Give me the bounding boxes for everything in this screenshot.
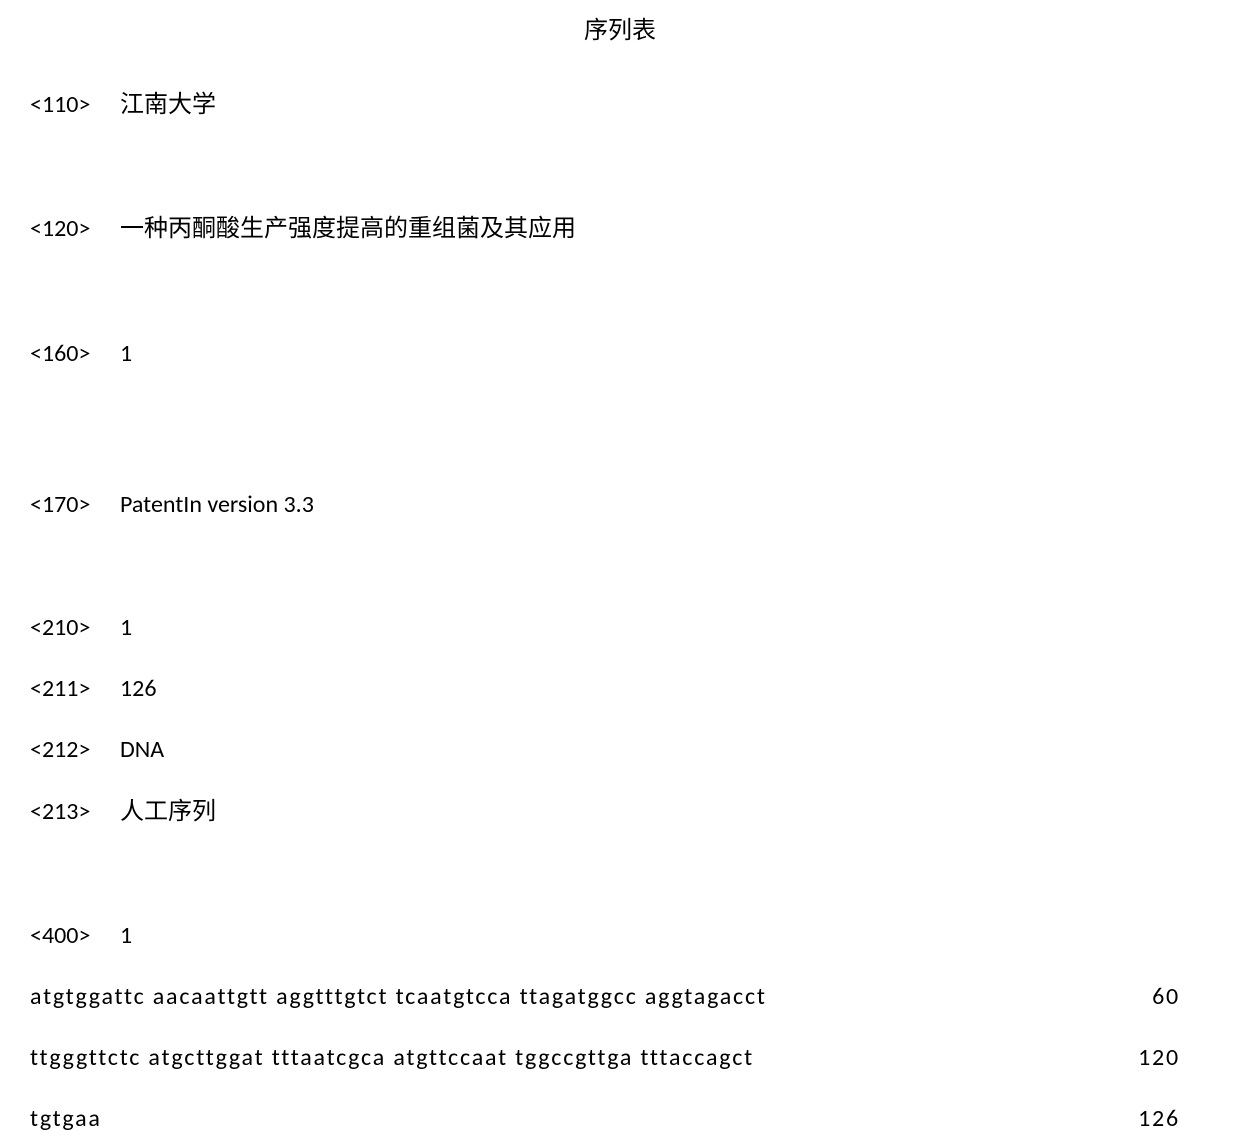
field-170: <170> PatentIn version 3.3 [30, 483, 1210, 526]
field-value: 126 [120, 667, 157, 710]
field-tag: <170> [30, 483, 120, 526]
field-400: <400> 1 [30, 914, 1210, 957]
field-212: <212> DNA [30, 728, 1210, 771]
sequence-number: 60 [1100, 975, 1180, 1018]
field-value: 1 [120, 332, 132, 375]
field-tag: <211> [30, 667, 120, 710]
field-value: DNA [120, 728, 164, 771]
sequence-row: ttgggttctc atgcttggat tttaatcgca atgttcc… [30, 1036, 1210, 1079]
sequence-row: atgtggattc aacaattgtt aggtttgtct tcaatgt… [30, 975, 1210, 1018]
sequence-text: tgtgaa [30, 1097, 1100, 1140]
sequence-number: 126 [1100, 1097, 1180, 1140]
field-213: <213> 人工序列 [30, 790, 1210, 834]
field-value: 江南大学 [120, 84, 216, 127]
field-160: <160> 1 [30, 332, 1210, 375]
field-211: <211> 126 [30, 667, 1210, 710]
field-120: <120> 一种丙酮酸生产强度提高的重组菌及其应用 [30, 207, 1210, 251]
field-tag: <400> [30, 914, 120, 957]
field-value: PatentIn version 3.3 [120, 483, 314, 526]
field-tag: <210> [30, 606, 120, 649]
field-210: <210> 1 [30, 606, 1210, 649]
field-110: <110> 江南大学 [30, 83, 1210, 127]
field-value: 1 [120, 914, 132, 957]
field-value: 一种丙酮酸生产强度提高的重组菌及其应用 [120, 208, 576, 251]
field-tag: <110> [30, 83, 120, 126]
field-tag: <213> [30, 790, 120, 833]
sequence-text: atgtggattc aacaattgtt aggtttgtct tcaatgt… [30, 975, 1100, 1018]
field-tag: <160> [30, 332, 120, 375]
field-value: 人工序列 [120, 791, 216, 834]
page-title: 序列表 [30, 10, 1210, 53]
field-tag: <212> [30, 728, 120, 771]
sequence-row: tgtgaa 126 [30, 1097, 1210, 1140]
sequence-number: 120 [1100, 1036, 1180, 1079]
field-value: 1 [120, 606, 132, 649]
field-tag: <120> [30, 207, 120, 250]
sequence-listing: atgtggattc aacaattgtt aggtttgtct tcaatgt… [30, 975, 1210, 1140]
sequence-text: ttgggttctc atgcttggat tttaatcgca atgttcc… [30, 1036, 1100, 1079]
